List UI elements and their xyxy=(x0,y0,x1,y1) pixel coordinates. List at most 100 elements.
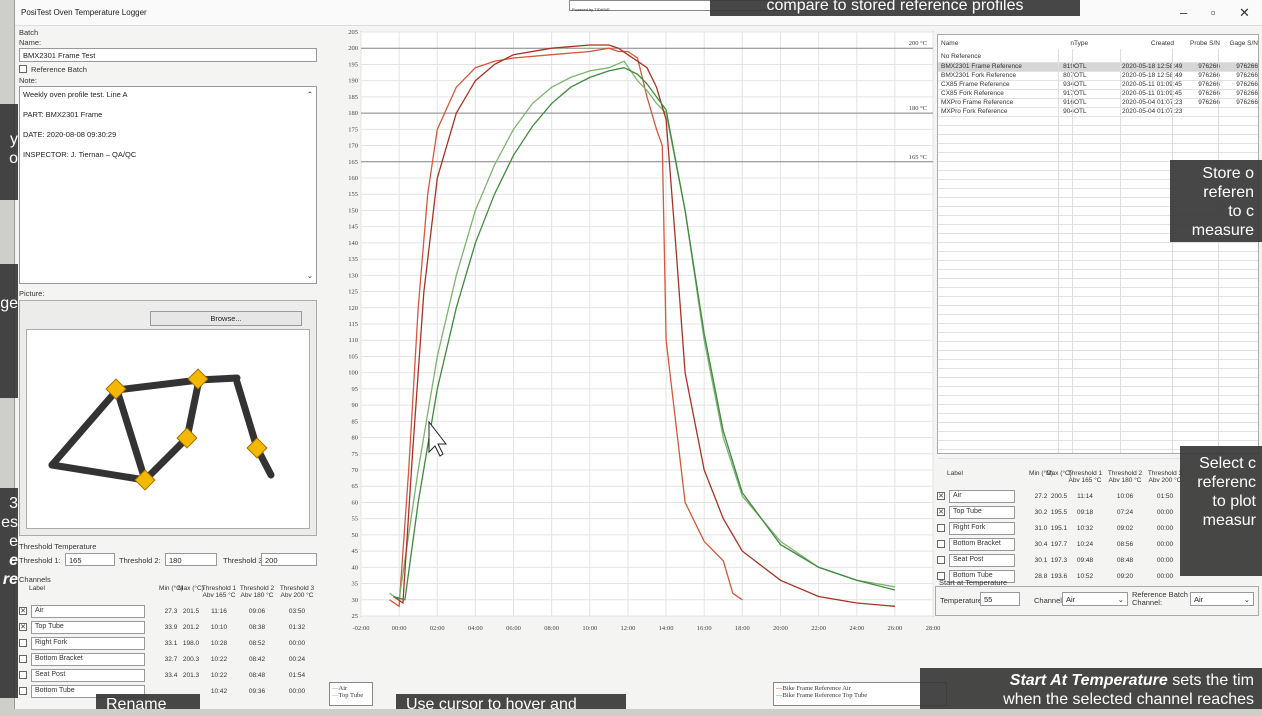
ref-cell: CX85 Fork Reference xyxy=(941,90,1004,97)
table-cell: 201.5 xyxy=(182,608,200,615)
table-cell: 10:10 xyxy=(210,624,228,631)
table-header: Max (°C) xyxy=(1046,470,1072,477)
y-tick-label: 120 xyxy=(348,305,358,312)
batch-name-input[interactable]: BMX2301 Frame Test xyxy=(19,48,317,62)
table-cell: 08:48 xyxy=(1116,557,1134,564)
table-cell: 01:50 xyxy=(1156,493,1174,500)
threshold1-input[interactable]: 165 xyxy=(65,553,115,566)
channel-checkbox[interactable]: ✕ xyxy=(19,607,27,615)
channel-label-input[interactable]: Bottom Bracket xyxy=(949,538,1015,551)
table-header: Min (°C) xyxy=(1029,470,1053,477)
ref-legend-item-top-tube: —Bike Frame Reference Top Tube xyxy=(776,692,868,699)
table-cell: 08:52 xyxy=(248,640,266,647)
threshold2-input[interactable]: 180 xyxy=(165,553,217,566)
ref-legend: —Bike Frame Reference Air —Bike Frame Re… xyxy=(773,682,947,706)
channel-label-input[interactable]: Top Tube xyxy=(31,621,145,634)
bike-frame-image xyxy=(48,368,275,491)
channel-checkbox[interactable] xyxy=(937,540,945,548)
x-tick-label: 22:00 xyxy=(811,625,826,632)
ref-cell: 976266 xyxy=(1236,81,1258,88)
ref-cell: 976266 xyxy=(1198,81,1220,88)
ref-cell: OTL xyxy=(1074,63,1087,70)
callout-select: Select c referenc to plot measur xyxy=(1180,446,1262,576)
table-header: Threshold 1 Abv 165 °C xyxy=(201,585,237,599)
threshold1-label: Threshold 1: xyxy=(19,556,61,565)
channel-label-input[interactable]: Right Fork xyxy=(31,637,145,650)
channel-label-input[interactable]: Air xyxy=(949,490,1015,503)
channel-label-input[interactable]: Top Tube xyxy=(949,506,1015,519)
reference-table[interactable]: Name n Type Created Probe S/N Gage S/N No Refe… xyxy=(937,34,1259,459)
channel-checkbox[interactable]: ✕ xyxy=(19,623,27,631)
ref-col-divider xyxy=(1058,49,1059,453)
maximize-icon[interactable]: ▫ xyxy=(1211,5,1216,20)
channel-checkbox[interactable] xyxy=(19,671,27,679)
window-title: PosiTest Oven Temperature Logger xyxy=(21,8,147,17)
table-cell: 10:06 xyxy=(1116,493,1134,500)
ref-row[interactable]: BMX2301 Fork Reference 807 OTL 2020-05-18 1… xyxy=(938,71,1258,80)
ref-channels-table: Label Min (°C) Max (°C) Threshold 1 Abv 165… xyxy=(937,470,1259,583)
channel-checkbox[interactable] xyxy=(937,572,945,580)
ref-col-divider xyxy=(1072,49,1073,453)
ref-gridline xyxy=(938,413,1258,414)
y-tick-label: 65 xyxy=(352,483,359,490)
browse-button[interactable]: Browse... xyxy=(150,311,302,326)
channel-checkbox[interactable] xyxy=(937,524,945,532)
channel-checkbox[interactable]: ✕ xyxy=(937,508,945,516)
ref-cell: 976266 xyxy=(1236,90,1258,97)
close-icon[interactable]: ✕ xyxy=(1239,5,1250,20)
channel-label-input[interactable]: Air xyxy=(31,605,145,618)
threshold3-input[interactable]: 200 xyxy=(261,553,317,566)
y-tick-label: 200 xyxy=(348,45,358,52)
note-textarea[interactable]: Weekly oven profile test. Line A PART: B… xyxy=(19,86,317,284)
ref-gridline xyxy=(938,431,1258,432)
ref-row[interactable]: CX85 Frame Reference 934 OTL 2020-05-11 01:… xyxy=(938,80,1258,89)
callout-store-line: referen xyxy=(1203,184,1254,201)
ref-row[interactable]: MXPro Fork Reference 904 OTL 2020-05-04 01:… xyxy=(938,107,1258,116)
scroll-down-icon[interactable]: ⌄ xyxy=(306,271,313,280)
channel-checkbox[interactable] xyxy=(19,687,27,695)
picture-label: Picture: xyxy=(19,289,45,298)
x-tick-label: 28:00 xyxy=(926,625,941,632)
channel-select[interactable]: Air ⌄ xyxy=(1062,592,1128,606)
ref-channel-select[interactable]: Air ⌄ xyxy=(1190,592,1254,606)
ref-cell: 976266 xyxy=(1236,72,1258,79)
ref-gridline xyxy=(938,89,1258,90)
x-tick-label: -02:00 xyxy=(353,625,370,632)
table-cell: 193.6 xyxy=(1050,573,1068,580)
channel-checkbox[interactable] xyxy=(19,655,27,663)
ref-row[interactable]: BMX2301 Frame Reference 819 OTL 2020-05-18 … xyxy=(938,62,1258,71)
scroll-up-icon[interactable]: ⌃ xyxy=(306,90,313,99)
reference-batch-checkbox[interactable] xyxy=(19,65,27,73)
ref-col-divider xyxy=(1218,49,1219,453)
start-temperature-input[interactable]: 55 xyxy=(980,592,1020,606)
channel-checkbox[interactable] xyxy=(937,556,945,564)
ref-row[interactable]: CX85 Fork Reference 917 OTL 2020-05-11 01:0… xyxy=(938,89,1258,98)
minimize-icon[interactable]: – xyxy=(1180,5,1188,20)
y-tick-label: 55 xyxy=(352,516,359,523)
channel-label-input[interactable]: Bottom Bracket xyxy=(31,653,145,666)
ref-header: Probe S/N xyxy=(1190,40,1220,47)
channel-label-input[interactable]: Seat Post xyxy=(949,554,1015,567)
channel-label-input[interactable]: Right Fork xyxy=(949,522,1015,535)
x-tick-label: 26:00 xyxy=(887,625,902,632)
ref-gridline xyxy=(938,404,1258,405)
callout-store-line: measure xyxy=(1191,222,1254,239)
channel-label-input[interactable]: Seat Post xyxy=(31,669,145,682)
ref-cell: 2020-05-04 01:07:23 xyxy=(1122,108,1183,115)
ref-row[interactable]: MXPro Frame Reference 916 OTL 2020-05-04 01… xyxy=(938,98,1258,107)
y-tick-label: 150 xyxy=(348,207,358,214)
channel-label-input[interactable]: Bottom Tube xyxy=(949,570,1015,583)
x-tick-label: 06:00 xyxy=(506,625,521,632)
chevron-down-icon: ⌄ xyxy=(1117,595,1124,604)
callout-select-line: referenc xyxy=(1197,474,1256,491)
note-line: DATE: 2020-08-08 09:30:29 xyxy=(23,130,117,139)
table-cell: 197.7 xyxy=(1050,541,1068,548)
picture-panel: Browse... xyxy=(19,300,317,536)
y-tick-label: 60 xyxy=(352,499,359,506)
table-cell: 00:00 xyxy=(1156,557,1174,564)
channel-checkbox[interactable]: ✕ xyxy=(937,492,945,500)
ref-cell: 934 xyxy=(1063,81,1074,88)
ref-no-reference[interactable]: No Reference xyxy=(941,53,982,60)
ref-gridline xyxy=(938,422,1258,423)
channel-checkbox[interactable] xyxy=(19,639,27,647)
